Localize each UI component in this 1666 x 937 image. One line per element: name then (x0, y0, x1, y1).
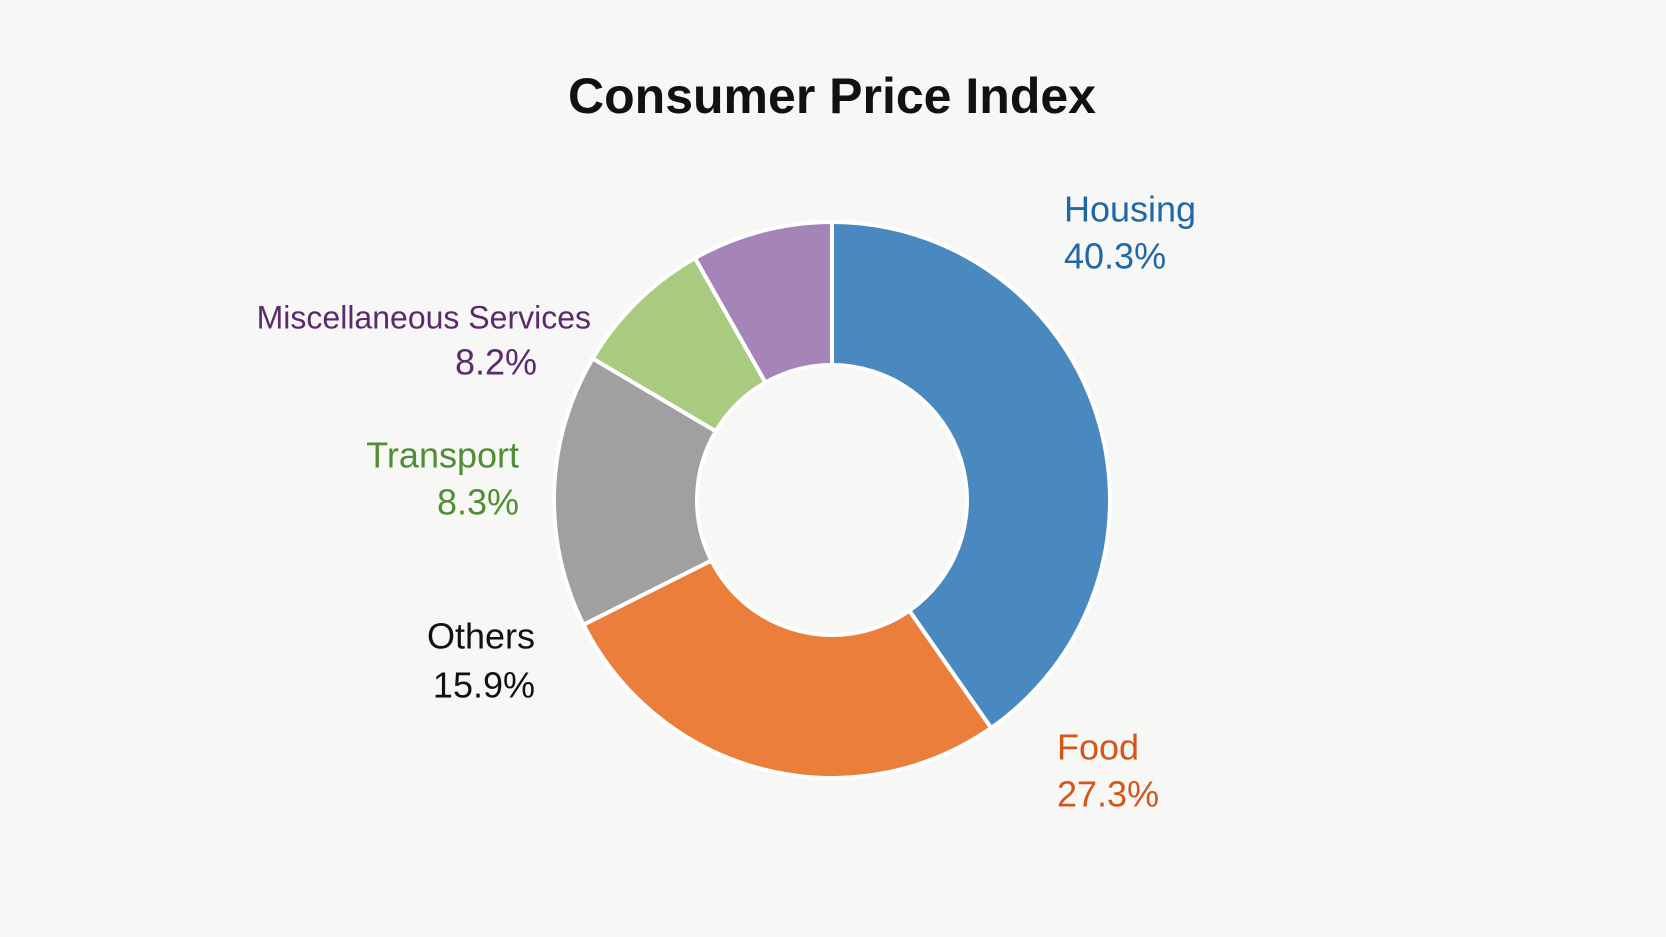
value-label: 15.9% (433, 665, 535, 706)
category-label: Food (1057, 727, 1139, 768)
pie-segment (830, 219, 1112, 731)
category-label: Housing (1064, 189, 1196, 230)
category-label: Miscellaneous Services (257, 299, 591, 335)
pie-segment (552, 355, 719, 628)
value-label: 8.3% (437, 482, 519, 523)
value-label: 27.3% (1057, 774, 1159, 815)
category-label: Others (427, 616, 535, 657)
category-label: Transport (366, 435, 519, 476)
value-label: 40.3% (1064, 236, 1166, 277)
value-label: 8.2% (455, 342, 537, 383)
pie-segment (692, 219, 834, 386)
pie-segment (580, 557, 994, 780)
chart-title: Consumer Price Index (568, 68, 1096, 124)
